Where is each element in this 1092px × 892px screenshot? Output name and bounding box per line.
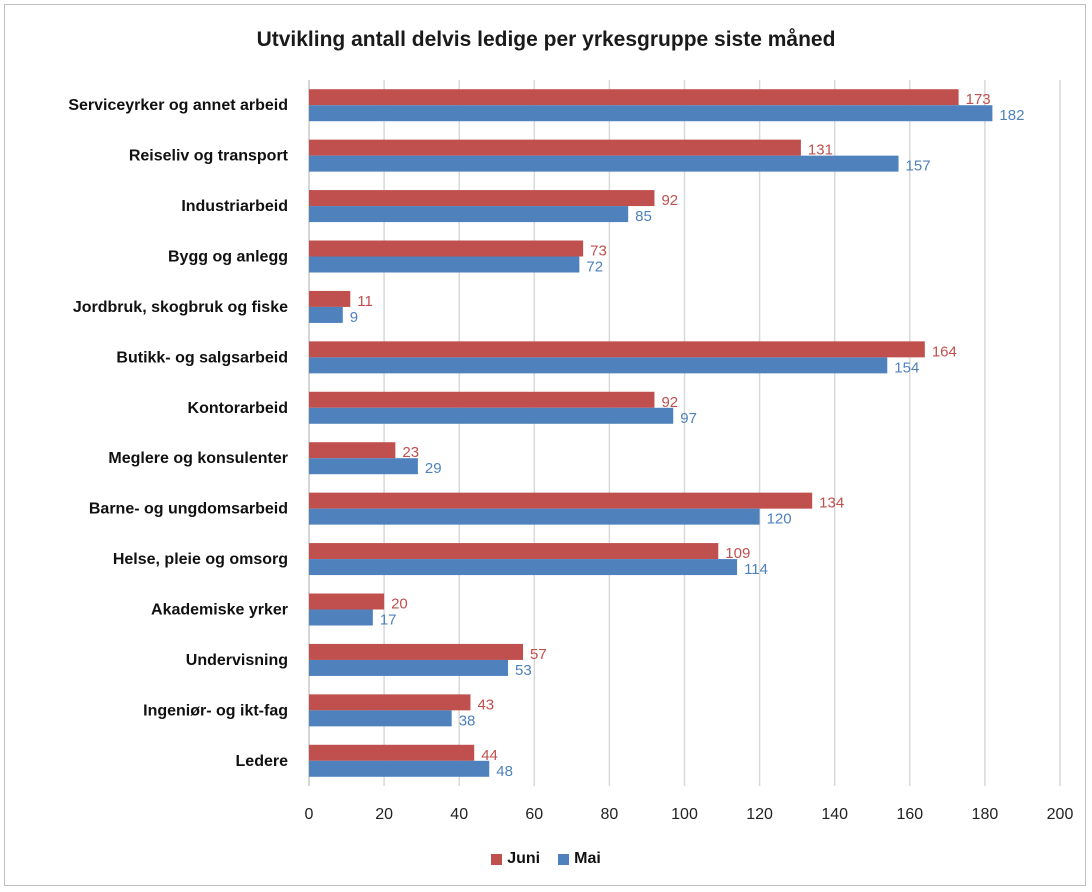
category-label: Kontorarbeid	[188, 400, 288, 417]
legend: Juni Mai	[0, 850, 1092, 868]
bar-mai	[309, 659, 509, 676]
category-label: Serviceyrker og annet arbeid	[68, 97, 288, 114]
bar-juni	[309, 593, 385, 610]
data-label-juni: 109	[725, 545, 750, 562]
category-label: Helse, pleie og omsorg	[113, 551, 288, 568]
data-label-juni: 20	[391, 596, 408, 613]
data-label-mai: 85	[635, 208, 652, 225]
category-label: Ingeniør- og ikt-fag	[143, 702, 288, 719]
data-label-mai: 17	[380, 612, 397, 629]
bar-mai	[309, 710, 452, 727]
data-label-mai: 53	[515, 662, 532, 679]
bar-mai	[309, 407, 674, 424]
bar-juni	[309, 240, 584, 257]
bar-mai	[309, 559, 738, 576]
bar-juni	[309, 290, 351, 307]
x-tick-label: 100	[671, 806, 698, 823]
bar-juni	[309, 139, 801, 156]
data-label-juni: 11	[357, 293, 373, 310]
bar-mai	[309, 155, 899, 172]
data-label-mai: 120	[767, 511, 792, 528]
bar-juni	[309, 391, 655, 408]
data-label-juni: 57	[530, 646, 547, 663]
bar-mai	[309, 105, 993, 122]
bar-juni	[309, 744, 475, 761]
data-label-juni: 44	[481, 747, 498, 764]
category-label: Undervisning	[186, 652, 288, 669]
data-label-mai: 72	[586, 259, 603, 276]
data-label-juni: 164	[932, 343, 957, 360]
bar-juni	[309, 190, 655, 207]
data-label-juni: 131	[808, 142, 833, 159]
data-label-mai: 114	[744, 561, 768, 578]
data-label-mai: 38	[459, 712, 476, 729]
x-tick-label: 0	[305, 806, 314, 823]
bar-juni	[309, 442, 396, 459]
legend-label-juni: Juni	[507, 850, 541, 867]
legend-item-juni: Juni	[491, 850, 540, 868]
bar-mai	[309, 609, 373, 626]
category-label: Butikk- og salgsarbeid	[116, 349, 288, 366]
x-tick-label: 20	[375, 806, 393, 823]
bar-juni	[309, 694, 471, 711]
category-label: Barne- og ungdomsarbeid	[89, 501, 288, 518]
x-tick-label: 80	[601, 806, 619, 823]
bar-juni	[309, 341, 925, 358]
bar-mai	[309, 256, 580, 273]
bar-juni	[309, 543, 719, 560]
category-label: Industriarbeid	[181, 198, 288, 215]
data-label-juni: 73	[590, 243, 607, 260]
chart-title: Utvikling antall delvis ledige per yrkes…	[256, 28, 836, 51]
data-label-juni: 92	[661, 394, 678, 411]
category-label: Jordbruk, skogbruk og fiske	[73, 299, 288, 316]
category-label: Bygg og anlegg	[168, 249, 288, 266]
bar-mai	[309, 760, 490, 777]
legend-label-mai: Mai	[574, 850, 601, 867]
x-tick-label: 60	[525, 806, 543, 823]
category-label: Reiseliv og transport	[129, 148, 289, 165]
x-tick-label: 140	[821, 806, 848, 823]
data-label-mai: 154	[894, 359, 919, 376]
bar-mai	[309, 508, 760, 525]
x-tick-label: 200	[1047, 806, 1074, 823]
x-tick-label: 160	[896, 806, 923, 823]
category-label: Meglere og konsulenter	[108, 450, 288, 467]
bar-juni	[309, 89, 959, 106]
data-label-juni: 23	[402, 444, 419, 461]
x-tick-label: 120	[746, 806, 773, 823]
category-label: Akademiske yrker	[151, 602, 288, 619]
bar-mai	[309, 458, 418, 475]
x-tick-label: 40	[450, 806, 468, 823]
data-label-mai: 9	[350, 309, 358, 326]
data-label-mai: 182	[999, 107, 1024, 124]
bar-juni	[309, 643, 524, 660]
data-label-mai: 97	[680, 410, 697, 427]
legend-item-mai: Mai	[558, 850, 601, 868]
x-tick-label: 180	[972, 806, 999, 823]
data-label-juni: 173	[966, 91, 991, 108]
category-label: Ledere	[236, 753, 289, 770]
data-label-juni: 43	[477, 696, 494, 713]
legend-swatch-juni	[491, 853, 503, 865]
bar-mai	[309, 306, 343, 323]
bar-mai	[309, 357, 888, 374]
data-label-juni: 134	[819, 495, 844, 512]
data-label-mai: 29	[425, 460, 442, 477]
bar-juni	[309, 492, 813, 509]
legend-swatch-mai	[558, 853, 570, 865]
data-label-mai: 48	[496, 763, 513, 780]
bar-mai	[309, 206, 629, 223]
data-label-juni: 92	[661, 192, 678, 209]
data-label-mai: 157	[906, 158, 931, 175]
